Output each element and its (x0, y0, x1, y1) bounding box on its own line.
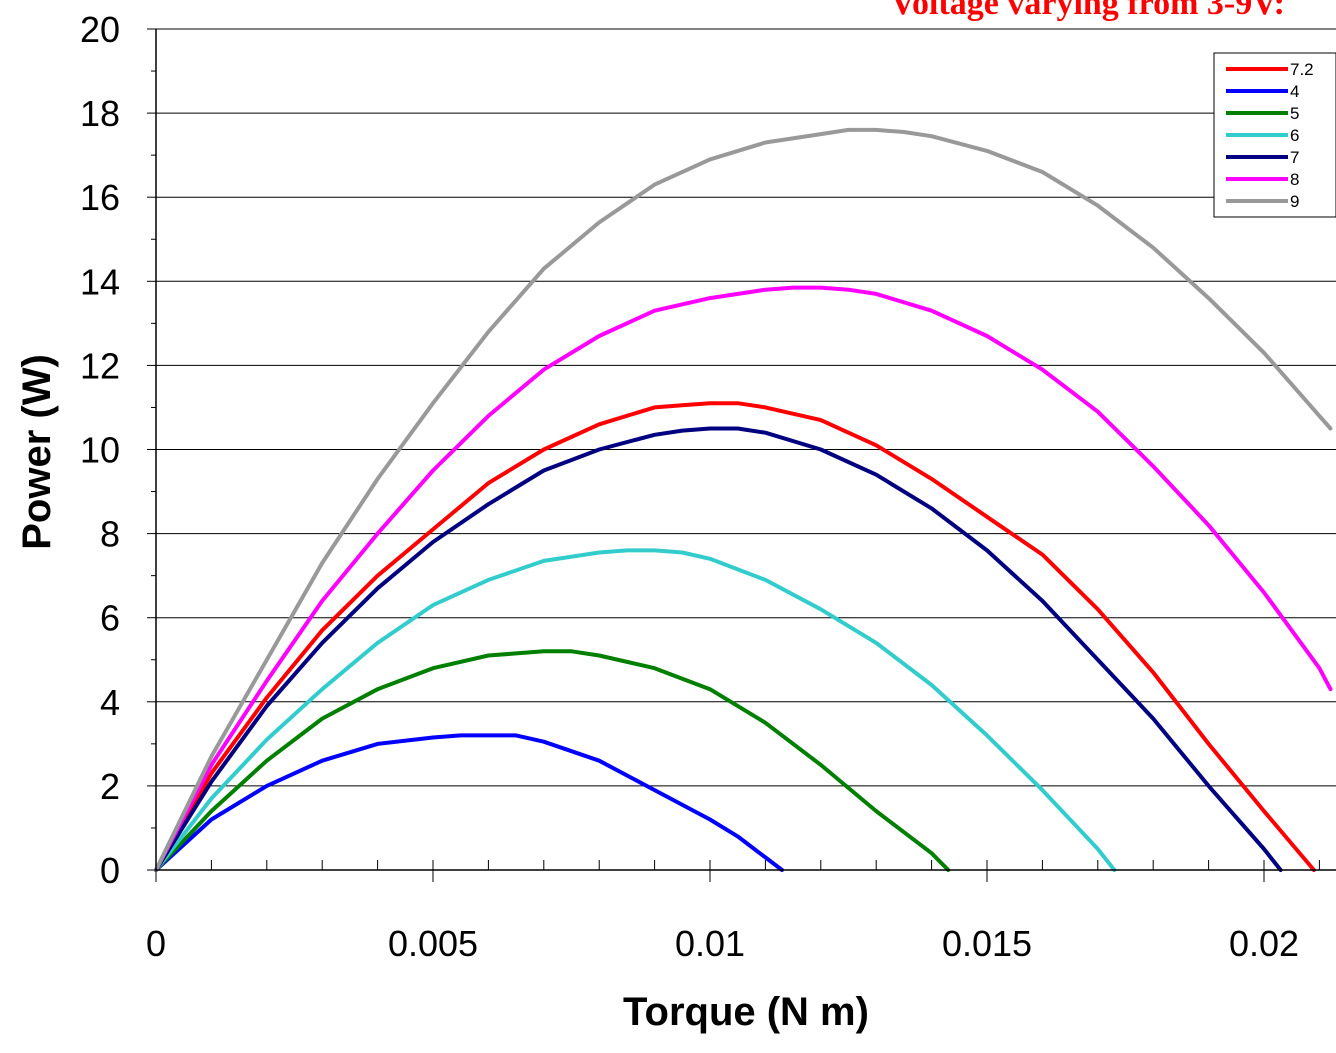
y-tick-label: 2 (100, 766, 120, 807)
y-tick-label: 18 (80, 93, 120, 134)
legend: 7.2 4 5 6 7 8 9 (1213, 52, 1336, 218)
y-axis-title: Power (W) (15, 354, 59, 550)
y-tick-label: 0 (100, 850, 120, 891)
y-tick-label: 20 (80, 9, 120, 50)
y-tick-label: 10 (80, 430, 120, 471)
y-tick-label: 14 (80, 261, 120, 302)
x-axis-title: Torque (N m) (623, 990, 869, 1034)
y-tick-label: 12 (80, 345, 120, 386)
legend-label: 6 (1290, 126, 1299, 145)
chart-title: Voltage varying from 3-9V: (891, 0, 1285, 22)
x-tick-label: 0.015 (942, 923, 1032, 964)
x-tick-label: 0 (146, 923, 166, 964)
series-line-7 (154, 426, 1283, 872)
series-line-5 (154, 649, 951, 872)
series-lines (154, 127, 1333, 872)
legend-label: 7.2 (1290, 60, 1314, 79)
series-line-4 (154, 733, 784, 872)
series-line-9 (154, 127, 1333, 872)
legend-label: 7 (1290, 148, 1299, 167)
series-line-7-2 (154, 401, 1316, 872)
x-tick-label: 0.005 (388, 923, 478, 964)
tick-labels: 0 2 4 6 8 10 12 14 16 18 20 0 0.005 0.01 0.015 0.02 (80, 9, 1299, 964)
y-tick-label: 4 (100, 682, 120, 723)
legend-label: 5 (1290, 104, 1299, 123)
legend-label: 4 (1290, 82, 1299, 101)
series-line-8 (154, 285, 1333, 872)
x-tick-label: 0.02 (1229, 923, 1299, 964)
legend-label: 9 (1290, 192, 1299, 211)
y-tick-label: 16 (80, 177, 120, 218)
axes (147, 28, 1336, 882)
y-tick-label: 8 (100, 514, 120, 555)
y-tick-label: 6 (100, 598, 120, 639)
x-tick-label: 0.01 (675, 923, 745, 964)
legend-label: 8 (1290, 170, 1299, 189)
series-line-6 (154, 548, 1117, 872)
